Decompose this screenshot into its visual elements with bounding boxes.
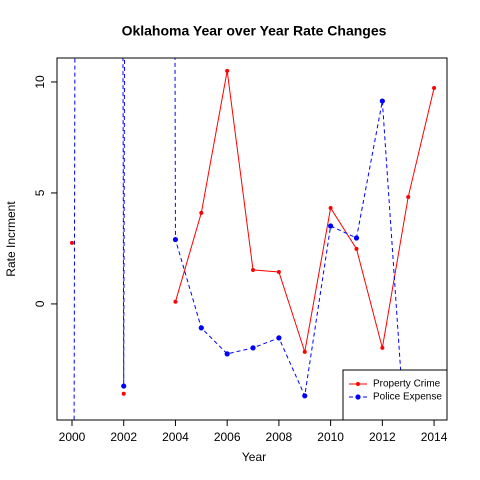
legend-label: Property Crime [373, 379, 441, 390]
series-line [73, 58, 405, 420]
data-point [121, 391, 126, 396]
legend-box [342, 369, 448, 421]
data-point [198, 325, 204, 331]
data-point [328, 206, 333, 211]
data-point [354, 246, 359, 251]
data-point [328, 223, 334, 229]
data-point [70, 240, 74, 245]
data-point [224, 351, 230, 357]
legend-marker [356, 382, 360, 386]
x-axis-label: Year [242, 450, 266, 464]
data-point [380, 345, 385, 350]
x-tick-label: 2002 [110, 430, 137, 444]
y-axis-label: Rate Incrment [4, 201, 18, 277]
x-tick-label: 2006 [214, 430, 241, 444]
data-point [199, 210, 204, 215]
legend-marker [355, 394, 361, 400]
data-point [406, 194, 411, 199]
x-tick-label: 2014 [421, 430, 448, 444]
plot-frame [56, 57, 448, 421]
data-point [172, 236, 179, 243]
x-tick-label: 2010 [317, 430, 344, 444]
data-point [302, 349, 307, 354]
data-point [251, 267, 256, 272]
x-tick-label: 2000 [59, 430, 86, 444]
legend-label: Police Expense [373, 392, 442, 403]
data-point [121, 383, 127, 389]
plot-area [70, 58, 437, 420]
data-point [379, 98, 385, 104]
data-point [173, 299, 178, 304]
x-tick-label: 2004 [162, 430, 189, 444]
data-point [276, 269, 281, 274]
chart-title: Oklahoma Year over Year Rate Changes [122, 23, 387, 39]
data-point [276, 335, 282, 341]
x-tick-label: 2008 [266, 430, 293, 444]
x-tick-label: 2012 [369, 430, 396, 444]
y-tick-label: 0 [33, 300, 47, 307]
y-tick-label: 10 [33, 75, 47, 89]
data-point [432, 85, 437, 90]
data-point [302, 393, 308, 399]
data-point [353, 235, 360, 241]
y-tick-label: 5 [33, 189, 47, 196]
data-point [250, 345, 256, 351]
data-point [225, 68, 230, 73]
